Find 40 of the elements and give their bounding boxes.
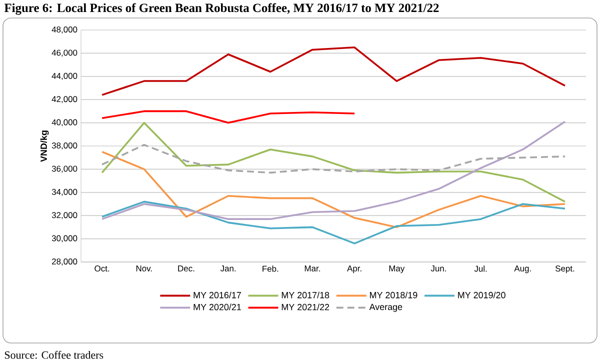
chart-title: Figure 6: Local Prices of Green Bean Robusta Coffee, MY 2016/17 to MY 2021/22 [4,3,439,15]
x-tick-label: May [389,266,405,274]
x-tick-label: Apr. [347,266,362,274]
y-tick-label: 32,000 [52,212,78,220]
y-axis-title: VND/kg [40,130,49,162]
x-tick-label: Nov. [136,266,152,272]
x-tick-label: Aug. [514,266,531,274]
legend-label: MY 2021/22 [282,304,330,310]
x-tick-label: Feb. [262,266,278,272]
line-series [101,200,566,244]
legend-label: MY 2020/21 [194,304,241,310]
x-tick-label: Jul. [474,266,487,272]
legend-label: MY 2018/19 [370,292,418,298]
line-series [101,122,566,203]
y-tick-label: 34,000 [52,188,78,196]
y-tick-label: 48,000 [52,26,78,34]
y-tick-label: 42,000 [52,96,78,104]
legend-label: MY 2016/17 [194,292,241,298]
x-tick-label: Jun. [430,266,446,272]
line-series [101,46,566,96]
x-tick-label: Mar. [304,266,320,272]
legend-label: MY 2019/20 [458,292,506,298]
y-tick-label: 28,000 [52,258,78,266]
y-tick-label: 30,000 [52,235,78,242]
x-tick-label: Oct. [94,266,110,272]
legend-label: MY 2017/18 [282,292,330,298]
line-series [101,150,566,228]
y-tick-label: 40,000 [52,119,78,126]
y-tick-label: 44,000 [52,72,78,80]
line-series [101,144,566,174]
source-note: Source: Coffee traders [4,350,104,359]
x-tick-label: Jan. [220,266,236,272]
legend-label: Average [369,304,402,312]
x-tick-label: Sept. [555,266,574,274]
line-series [101,120,566,220]
y-tick-label: 38,000 [52,142,78,150]
y-tick-label: 46,000 [52,50,78,57]
line-series [101,110,356,124]
x-tick-label: Dec. [178,266,194,272]
y-tick-label: 36,000 [52,166,78,173]
